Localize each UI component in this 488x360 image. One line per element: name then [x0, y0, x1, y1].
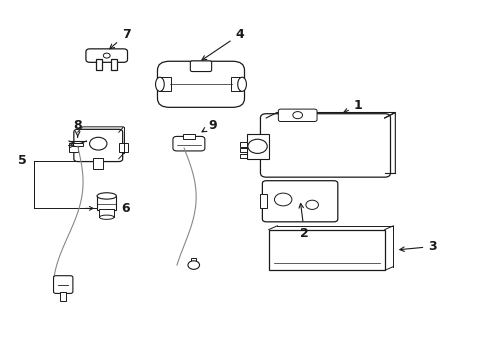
Ellipse shape — [155, 77, 164, 91]
Bar — [231, 77, 242, 91]
Text: 2: 2 — [298, 203, 308, 240]
Bar — [60, 292, 66, 301]
Bar — [160, 77, 170, 91]
FancyBboxPatch shape — [260, 114, 390, 177]
Ellipse shape — [97, 193, 116, 199]
Circle shape — [247, 139, 266, 153]
Bar — [119, 144, 128, 152]
Bar — [239, 143, 247, 147]
Ellipse shape — [99, 215, 114, 219]
Circle shape — [103, 53, 110, 58]
Bar — [111, 59, 117, 70]
Circle shape — [292, 112, 302, 119]
FancyBboxPatch shape — [53, 276, 73, 293]
Circle shape — [305, 200, 318, 210]
Bar — [246, 134, 268, 159]
FancyBboxPatch shape — [173, 136, 204, 151]
Bar — [96, 59, 102, 70]
Bar — [97, 196, 116, 210]
FancyBboxPatch shape — [157, 61, 244, 107]
FancyBboxPatch shape — [74, 129, 122, 162]
Text: 4: 4 — [202, 28, 244, 60]
Circle shape — [89, 137, 107, 150]
Text: 3: 3 — [399, 240, 436, 253]
Bar — [260, 194, 266, 208]
Bar — [239, 148, 247, 152]
Text: 1: 1 — [343, 99, 362, 113]
Ellipse shape — [237, 77, 246, 91]
Bar — [99, 210, 114, 217]
FancyBboxPatch shape — [278, 109, 316, 122]
Bar — [69, 144, 78, 152]
Bar — [93, 158, 103, 168]
Circle shape — [274, 193, 291, 206]
Bar — [239, 154, 247, 158]
Text: 7: 7 — [109, 28, 130, 49]
FancyBboxPatch shape — [190, 61, 211, 72]
Text: 6: 6 — [121, 202, 130, 215]
Circle shape — [187, 261, 199, 269]
Bar — [191, 258, 196, 265]
Text: 9: 9 — [202, 118, 217, 132]
Bar — [183, 134, 194, 139]
Text: 5: 5 — [18, 154, 26, 167]
Bar — [268, 230, 384, 270]
Bar — [73, 144, 82, 146]
FancyBboxPatch shape — [262, 181, 337, 222]
Text: 8: 8 — [73, 118, 82, 137]
FancyBboxPatch shape — [86, 49, 127, 62]
